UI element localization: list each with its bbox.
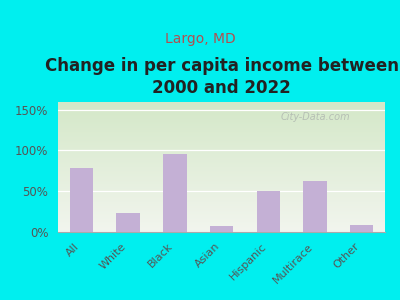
Bar bbox=[70, 168, 93, 232]
Bar bbox=[256, 191, 280, 232]
Bar bbox=[163, 154, 186, 232]
Text: City-Data.com: City-Data.com bbox=[280, 112, 350, 122]
Bar bbox=[350, 225, 373, 232]
Text: Largo, MD: Largo, MD bbox=[165, 32, 235, 46]
Bar bbox=[210, 226, 233, 232]
Bar bbox=[303, 181, 327, 232]
Title: Change in per capita income between
2000 and 2022: Change in per capita income between 2000… bbox=[44, 57, 398, 97]
Bar bbox=[116, 213, 140, 232]
